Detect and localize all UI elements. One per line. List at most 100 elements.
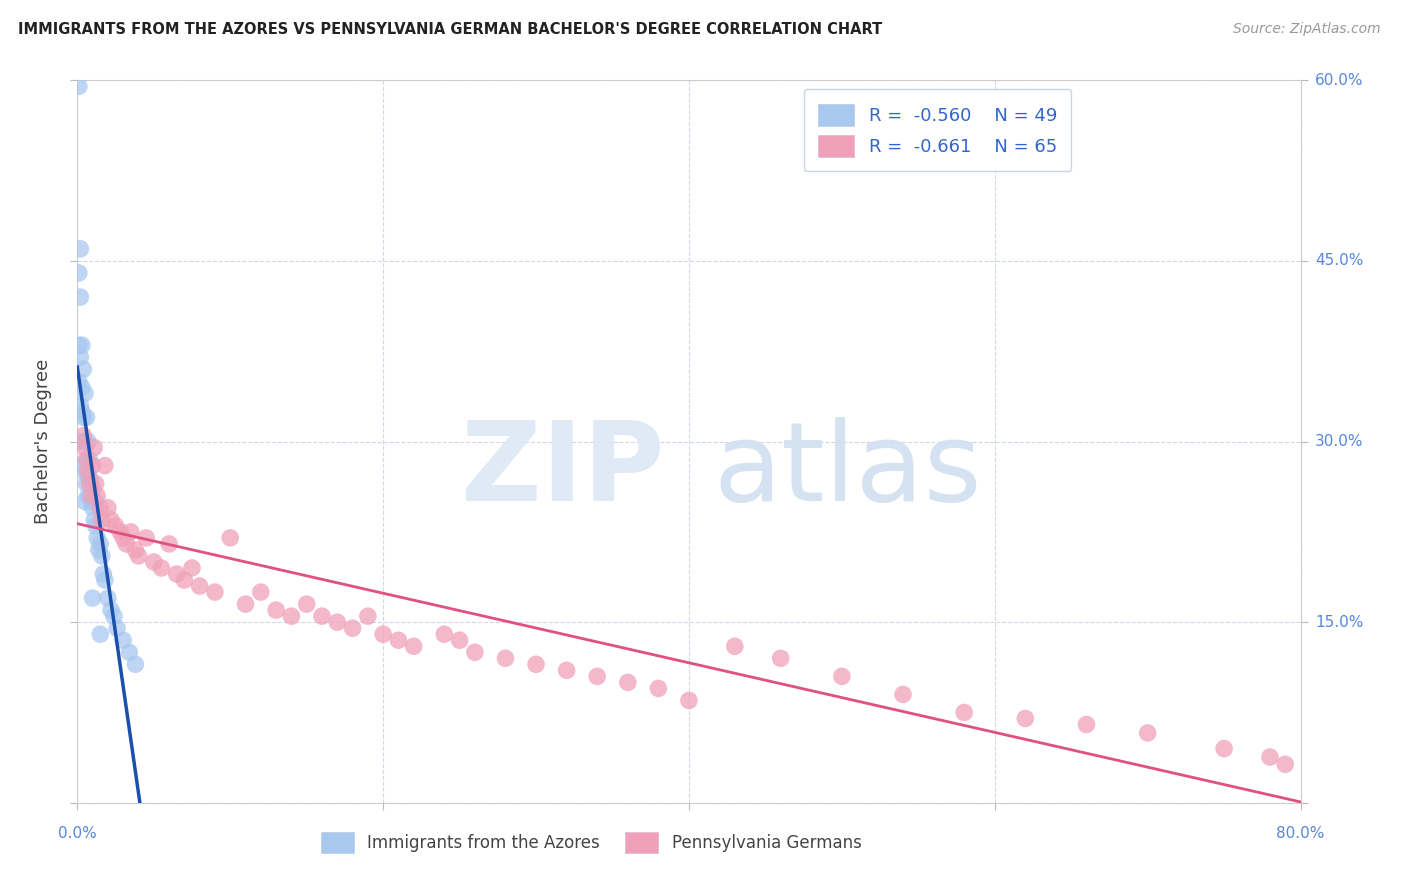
Point [77,434,100,449]
Point [235,597,257,611]
Point [77,489,100,503]
Text: 80.0%: 80.0% [1277,826,1324,841]
Point [69,350,91,364]
Point [82,591,104,605]
Point [76,410,98,425]
Text: IMMIGRANTS FROM THE AZORES VS PENNSYLVANIA GERMAN BACHELOR'S DEGREE CORRELATION : IMMIGRANTS FROM THE AZORES VS PENNSYLVAN… [18,22,883,37]
Point [69,290,91,304]
Text: ZIP: ZIP [461,417,665,524]
Point [387,633,409,648]
Point [67,266,90,280]
Point [1076,717,1098,731]
Point [89,537,111,551]
Point [70,434,93,449]
Point [73,386,96,401]
Point [70,404,93,418]
Point [73,465,96,479]
Point [464,645,486,659]
Point [617,675,640,690]
Point [108,524,131,539]
Text: Source: ZipAtlas.com: Source: ZipAtlas.com [1233,22,1381,37]
Point [100,603,122,617]
Point [84,518,107,533]
Point [86,531,108,545]
Point [84,494,107,508]
Point [1136,726,1159,740]
Point [94,458,117,473]
Point [86,489,108,503]
Point [76,476,98,491]
Point [219,531,242,545]
Point [79,476,101,491]
Point [449,633,471,648]
Point [124,657,146,672]
Text: 30.0%: 30.0% [1315,434,1364,449]
Point [115,537,138,551]
Point [280,609,302,624]
Point [82,500,104,515]
Point [83,441,105,455]
Point [647,681,669,696]
Point [1258,750,1281,764]
Point [70,338,93,352]
Point [67,79,90,94]
Point [73,494,96,508]
Point [555,664,578,678]
Point [157,537,180,551]
Point [70,380,93,394]
Point [120,524,142,539]
Point [831,669,853,683]
Text: 60.0%: 60.0% [1315,73,1364,87]
Point [678,693,700,707]
Point [83,513,105,527]
Point [82,483,104,497]
Point [371,627,394,641]
Point [84,476,107,491]
Point [724,639,747,653]
Point [94,573,117,587]
Point [103,609,125,624]
Point [402,639,425,653]
Point [89,627,111,641]
Point [67,374,90,388]
Point [73,434,96,449]
Point [80,476,103,491]
Point [142,555,165,569]
Point [105,621,128,635]
Text: 15.0%: 15.0% [1315,615,1364,630]
Point [250,585,273,599]
Point [1274,757,1296,772]
Point [311,609,333,624]
Point [72,362,94,376]
Point [166,567,188,582]
Point [69,242,91,256]
Point [112,633,135,648]
Point [80,489,103,503]
Point [79,452,101,467]
Point [76,452,98,467]
Point [72,410,94,425]
Point [79,470,101,484]
Point [181,561,204,575]
Point [135,531,157,545]
Point [264,603,287,617]
Point [891,687,914,701]
Point [204,585,226,599]
Text: 45.0%: 45.0% [1315,253,1364,268]
Text: atlas: atlas [713,417,981,524]
Point [73,441,96,455]
Point [80,494,103,508]
Y-axis label: Bachelor's Degree: Bachelor's Degree [34,359,52,524]
Point [953,706,976,720]
Point [1014,712,1036,726]
Point [769,651,792,665]
Point [72,428,94,442]
Point [495,651,517,665]
Point [100,513,122,527]
Point [90,513,112,527]
Point [97,591,120,605]
Point [69,398,91,412]
Point [112,531,135,545]
Point [76,452,98,467]
Point [586,669,609,683]
